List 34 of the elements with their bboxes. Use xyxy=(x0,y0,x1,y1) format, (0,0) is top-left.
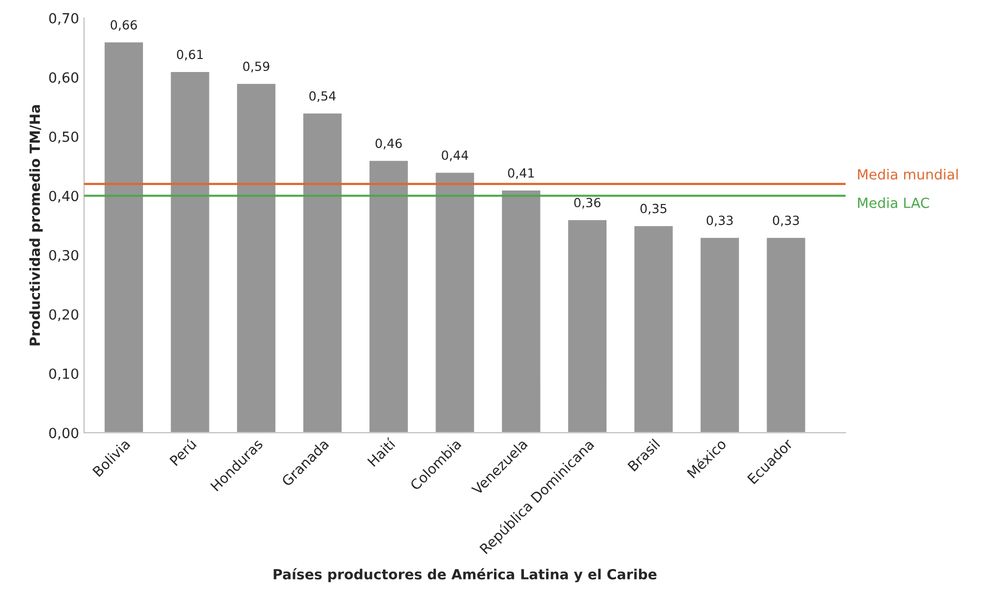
bar xyxy=(103,41,144,433)
data-label: 0,41 xyxy=(508,168,534,179)
data-label: 0,33 xyxy=(706,216,733,226)
bar xyxy=(368,160,410,433)
bar xyxy=(765,236,807,433)
bar xyxy=(302,112,344,433)
bar xyxy=(434,171,476,433)
y-tick-label: 0,40 xyxy=(49,190,78,203)
data-label: 0,35 xyxy=(640,204,666,215)
bar xyxy=(169,70,211,433)
bar xyxy=(632,224,674,433)
data-label: 0,59 xyxy=(243,62,270,72)
y-axis-title: Productividad promedio TM/Ha xyxy=(29,105,43,346)
data-label: 0,61 xyxy=(176,50,203,60)
data-label: 0,33 xyxy=(772,216,799,226)
y-tick-label: 0,50 xyxy=(49,131,78,144)
data-label: 0,66 xyxy=(110,20,137,31)
y-tick-label: 0,20 xyxy=(49,309,78,322)
data-label: 0,46 xyxy=(376,138,402,150)
ref-line-label: Media LAC xyxy=(858,197,930,208)
bar xyxy=(566,218,608,433)
y-tick-label: 0,60 xyxy=(49,72,78,84)
y-tick-label: 0,10 xyxy=(49,368,78,380)
y-tick-label: 0,30 xyxy=(49,250,78,262)
y-tick-label: 0,00 xyxy=(49,428,78,440)
y-tick-label: 0,70 xyxy=(49,13,78,25)
data-label: 0,54 xyxy=(309,91,336,102)
bar xyxy=(699,236,740,433)
ref-line-label: Media mundial xyxy=(858,168,958,180)
bar xyxy=(500,189,542,433)
data-label: 0,44 xyxy=(442,150,468,162)
x-axis-title: Países productores de América Latina y el Caribe xyxy=(274,568,657,582)
data-label: 0,36 xyxy=(574,198,600,209)
bar xyxy=(236,82,277,433)
